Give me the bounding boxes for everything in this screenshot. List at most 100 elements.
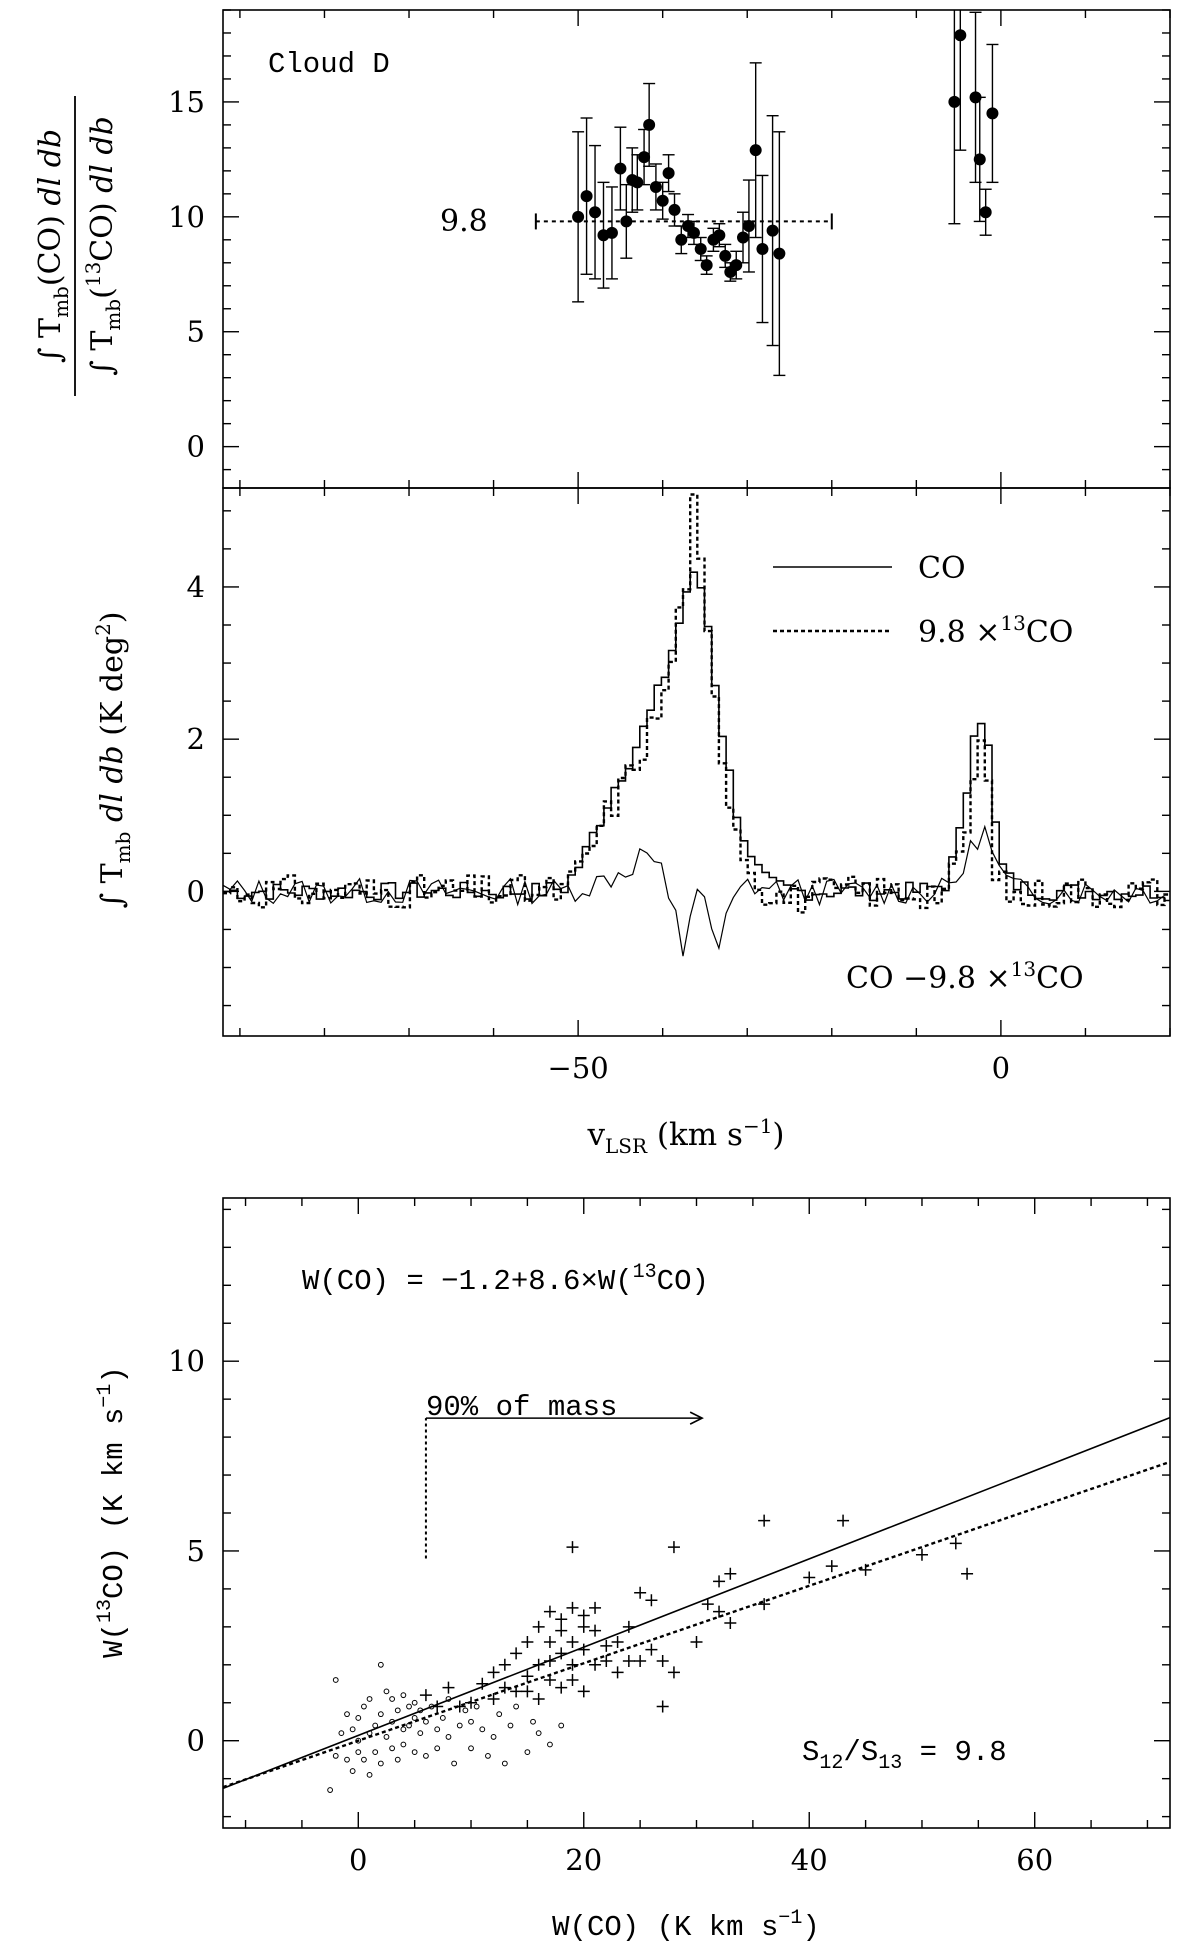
circle-point [507, 1722, 514, 1729]
y-tick-label: 10 [168, 200, 205, 234]
difference-annotation: CO −9.8 ×13CO [846, 957, 1084, 996]
ratio-point [687, 226, 700, 239]
circle-point [361, 1756, 367, 1763]
circle-point [383, 1734, 390, 1740]
plus-point [532, 1620, 545, 1633]
plus-point [758, 1598, 771, 1611]
plus-point [825, 1560, 838, 1573]
circle-point [434, 1726, 441, 1733]
y-tick-label: 5 [187, 1534, 205, 1568]
plus-point [566, 1658, 579, 1671]
plus-point [555, 1624, 568, 1637]
ratio-point [605, 226, 618, 239]
spectrum-panel-frame [222, 487, 1171, 1037]
plus-point [555, 1681, 568, 1694]
ratio-point [580, 190, 593, 203]
ratio-ylabel-numerator: ∫ Tmb(CO) dl db [33, 129, 73, 363]
plus-point [690, 1636, 703, 1649]
ratio-point [668, 203, 681, 216]
plus-point [543, 1605, 556, 1618]
plus-point [487, 1692, 500, 1705]
y-tick-label: 0 [187, 874, 205, 908]
plus-point [543, 1655, 556, 1668]
plus-point [859, 1563, 872, 1576]
plus-point [419, 1689, 432, 1702]
circle-point [490, 1734, 497, 1740]
plus-point [510, 1647, 523, 1660]
ratio-point [766, 224, 779, 237]
correlation-xlabel: W(CO) (K km s−1) [552, 1907, 820, 1944]
plus-point [566, 1636, 579, 1649]
circle-point [355, 1737, 362, 1744]
circle-point [411, 1699, 418, 1706]
correlation-points [327, 1514, 974, 1793]
ratio-ylabel: ∫ Tmb(CO) dl db ∫ Tmb(13CO) dl db [33, 96, 125, 396]
plus-point [803, 1571, 816, 1584]
circle-point [344, 1756, 350, 1763]
plus-point [589, 1624, 602, 1637]
x-tick-label: 60 [1016, 1843, 1053, 1877]
circle-point [445, 1734, 452, 1740]
plus-point [667, 1666, 680, 1679]
circle-point [434, 1745, 441, 1752]
ratio-point [589, 206, 602, 219]
ratio-line [222, 1460, 1171, 1789]
circle-point [366, 1696, 373, 1702]
plus-point [961, 1567, 974, 1580]
ratio-point [649, 180, 662, 193]
plus-point [634, 1655, 647, 1668]
x-tick-label: 0 [349, 1843, 367, 1877]
plus-point [555, 1647, 568, 1660]
circle-point [411, 1749, 418, 1755]
ratio-point [638, 151, 651, 164]
plus-point [611, 1666, 624, 1679]
plus-point [656, 1655, 669, 1668]
x-tick-label: 40 [791, 1843, 828, 1877]
ratio-point [979, 206, 992, 219]
circle-point [468, 1745, 474, 1752]
plus-point [431, 1700, 444, 1713]
reference-line [534, 213, 833, 230]
ratio-point [643, 118, 656, 131]
plus-point [600, 1639, 613, 1652]
ratio-points [572, 29, 999, 278]
ratio-errorbars [572, 10, 999, 377]
circle-point [372, 1722, 379, 1729]
circle-point [389, 1696, 396, 1702]
plus-point [713, 1575, 726, 1588]
circle-point [501, 1760, 508, 1767]
plus-point [611, 1636, 624, 1649]
circle-point [332, 1677, 339, 1683]
ratio-label: S12/S13 = 9.8 [802, 1736, 1007, 1775]
circle-point [366, 1730, 373, 1737]
plus-point [915, 1548, 928, 1561]
spectrum-panel-ticks: 0 2 4 −50 0 [187, 488, 1171, 1085]
legend: CO 9.8 ×13CO [773, 551, 1073, 650]
ratio-point [713, 229, 726, 242]
plus-point [724, 1617, 737, 1630]
13co-spectrum [223, 493, 1170, 914]
plus-point [837, 1514, 850, 1527]
ratio-point [572, 210, 585, 223]
ratio-point [773, 247, 786, 260]
ratio-point [749, 144, 762, 157]
plus-point [543, 1636, 556, 1649]
plus-point [555, 1613, 568, 1626]
plus-point [589, 1658, 602, 1671]
circle-point [479, 1726, 486, 1733]
fit-line [222, 1416, 1171, 1790]
circle-point [332, 1752, 339, 1759]
ratio-point [662, 167, 675, 180]
circle-point [428, 1703, 435, 1710]
circle-point [377, 1711, 384, 1718]
circle-point [383, 1688, 390, 1695]
x-tick-label: 0 [992, 1051, 1010, 1085]
circle-point [411, 1715, 418, 1721]
circle-point [394, 1707, 401, 1714]
plus-point [949, 1537, 962, 1550]
ratio-point [737, 231, 750, 244]
circle-point [535, 1730, 542, 1737]
ratio-point [631, 176, 644, 189]
ratio-point [954, 29, 967, 42]
